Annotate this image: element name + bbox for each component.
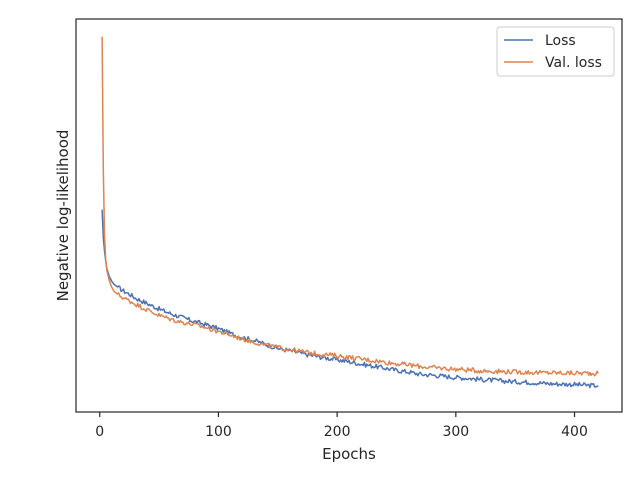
legend-label-1: Val. loss — [545, 55, 602, 71]
x-tick-label-1: 100 — [205, 424, 232, 440]
x-tick-label-2: 200 — [324, 424, 351, 440]
series-line-loss — [101, 209, 599, 389]
legend-label-0: Loss — [545, 33, 576, 49]
x-tick-label-0: 0 — [95, 424, 104, 440]
x-tick-label-4: 400 — [561, 424, 588, 440]
legend: Loss Val. loss — [496, 26, 615, 77]
x-ticks: 0 100 200 300 400 — [95, 412, 588, 440]
plot-frame — [75, 18, 623, 413]
series-line-val-loss — [101, 36, 599, 377]
x-tick-label-3: 300 — [442, 424, 469, 440]
series-layer — [101, 36, 599, 389]
y-axis-label: Negative log-likelihood — [54, 130, 72, 302]
x-axis-label: Epochs — [322, 445, 376, 463]
